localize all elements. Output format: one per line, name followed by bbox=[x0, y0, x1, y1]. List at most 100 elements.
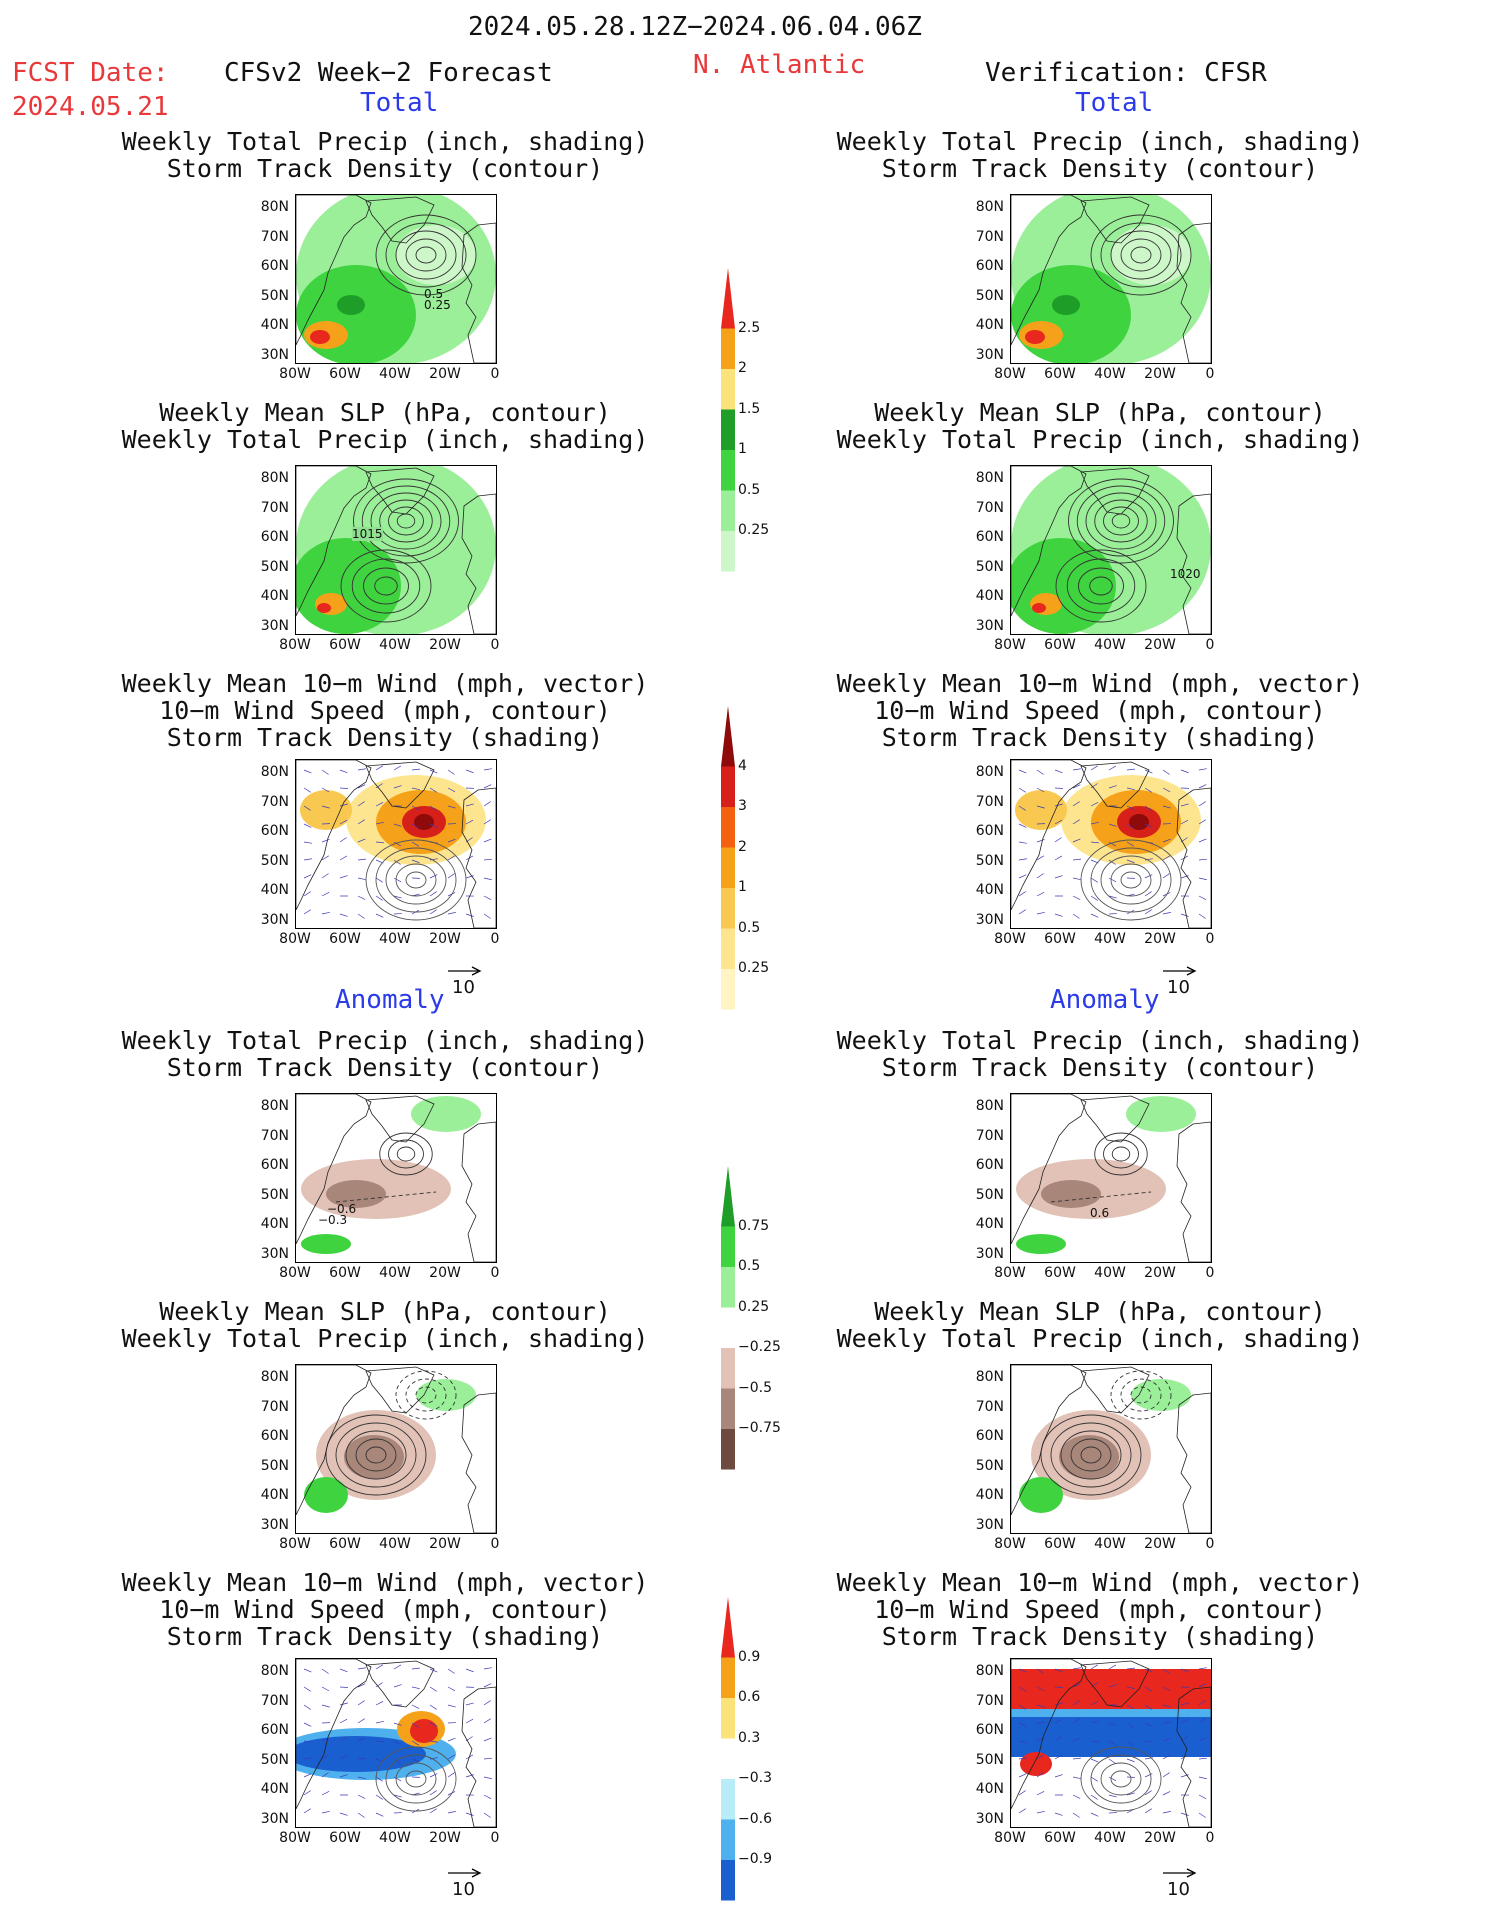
title-line: Weekly Mean 10−m Wind (mph, vector) bbox=[121, 1568, 649, 1597]
colorbar-segment bbox=[721, 1267, 735, 1308]
title-line: 10−m Wind Speed (mph, contour) bbox=[874, 696, 1326, 725]
title-line: Weekly Mean 10−m Wind (mph, vector) bbox=[836, 669, 1364, 698]
colorbar-graphic bbox=[721, 268, 735, 572]
panel-title-fc-anom-precip: Weekly Total Precip (inch, shading) Stor… bbox=[75, 1027, 695, 1081]
section-total-left: Total bbox=[360, 88, 439, 118]
lat-tick-label: 30N bbox=[260, 346, 289, 363]
colorbar-anom-precip: 0.75 0.5 0.25 −0.25 −0.5 −0.75 bbox=[720, 1166, 781, 1494]
map-graphic bbox=[1011, 1094, 1211, 1262]
colorbar-label: 2.5 bbox=[738, 319, 761, 336]
lat-tick-label: 70N bbox=[975, 793, 1004, 810]
map-graphic bbox=[296, 195, 496, 363]
lon-tick-label: 0 bbox=[1205, 1830, 1215, 1846]
lat-tick-label: 30N bbox=[260, 1810, 289, 1827]
colorbar-segment bbox=[721, 1429, 735, 1470]
section-anomaly-left: Anomaly bbox=[335, 985, 445, 1015]
title-line: Weekly Total Precip (inch, shading) bbox=[836, 1324, 1364, 1353]
lat-tick-label: 50N bbox=[975, 558, 1004, 575]
lat-tick-label: 70N bbox=[260, 228, 289, 245]
lat-tick-label: 30N bbox=[260, 617, 289, 634]
lat-tick-label: 40N bbox=[975, 882, 1004, 898]
lat-tick-label: 40N bbox=[975, 1487, 1004, 1503]
lon-tick-label: 40W bbox=[1094, 1265, 1126, 1281]
lat-tick-label: 80N bbox=[260, 1369, 289, 1385]
lat-tick-label: 80N bbox=[260, 199, 289, 215]
colorbar-label: 0.25 bbox=[738, 1298, 770, 1315]
lon-tick-label: 0 bbox=[490, 1830, 500, 1846]
map-graphic bbox=[1011, 1659, 1211, 1827]
title-line: Storm Track Density (shading) bbox=[166, 1622, 604, 1651]
lat-tick-label: 30N bbox=[975, 911, 1004, 928]
title-line: Weekly Mean SLP (hPa, contour) bbox=[874, 398, 1326, 427]
verification-title: Verification: CFSR bbox=[985, 58, 1267, 88]
lat-tick-label: 80N bbox=[975, 1663, 1004, 1679]
lat-tick-label: 50N bbox=[975, 852, 1004, 869]
lat-tick-label: 70N bbox=[975, 1692, 1004, 1709]
panel-title-obs-total-wind: Weekly Mean 10−m Wind (mph, vector) 10−m… bbox=[790, 670, 1410, 751]
map-obs-anom-precip bbox=[1010, 1093, 1212, 1263]
map-graphic bbox=[1011, 195, 1211, 363]
lat-tick-label: 60N bbox=[260, 1428, 289, 1444]
map-graphic bbox=[1011, 1365, 1211, 1533]
title-line: Storm Track Density (shading) bbox=[881, 1622, 1319, 1651]
colorbar-segment bbox=[721, 1698, 735, 1739]
map-graphic bbox=[296, 1659, 496, 1827]
lat-tick-label: 60N bbox=[260, 258, 289, 274]
lon-tick-label: 80W bbox=[279, 637, 311, 653]
lat-tick-label: 30N bbox=[260, 1516, 289, 1533]
arrow-right-icon bbox=[1163, 966, 1197, 976]
lat-tick-label: 60N bbox=[975, 823, 1004, 839]
colorbar-total-precip: 2.5 2 1.5 1 0.5 0.25 bbox=[720, 268, 769, 596]
title-line: 10−m Wind Speed (mph, contour) bbox=[159, 696, 611, 725]
panel-title-obs-anom-precip: Weekly Total Precip (inch, shading) Stor… bbox=[790, 1027, 1410, 1081]
arrow-right-icon bbox=[448, 966, 482, 976]
lon-tick-label: 20W bbox=[429, 366, 461, 382]
map-obs-anom-wind bbox=[1010, 1658, 1212, 1828]
map-graphic bbox=[296, 1094, 496, 1262]
colorbar-anom-storm: 0.9 0.6 0.3 −0.3 −0.6 −0.9 bbox=[720, 1597, 772, 1925]
colorbar-label: 3 bbox=[738, 798, 747, 814]
title-line: Weekly Total Precip (inch, shading) bbox=[121, 127, 649, 156]
lon-tick-label: 60W bbox=[329, 1830, 361, 1846]
lon-tick-label: 0 bbox=[490, 1265, 500, 1281]
lat-tick-label: 80N bbox=[260, 764, 289, 780]
lon-tick-label: 60W bbox=[1044, 931, 1076, 947]
colorbar-label: 0.5 bbox=[738, 919, 761, 936]
colorbar-segment bbox=[721, 1597, 735, 1658]
colorbar-segment bbox=[721, 706, 735, 767]
lon-tick-label: 40W bbox=[379, 931, 411, 947]
colorbar-graphic bbox=[721, 1166, 735, 1470]
contour-label: 1020 bbox=[1170, 567, 1201, 581]
lat-tick-label: 40N bbox=[260, 1781, 289, 1797]
lon-tick-label: 80W bbox=[994, 1830, 1026, 1846]
lat-tick-label: 60N bbox=[975, 1722, 1004, 1738]
lat-tick-label: 70N bbox=[975, 499, 1004, 516]
contour-label: 0.6 bbox=[1090, 1206, 1110, 1220]
lon-tick-label: 80W bbox=[279, 366, 311, 382]
title-line: Storm Track Density (contour) bbox=[166, 1053, 604, 1082]
colorbar-label: 0.9 bbox=[738, 1648, 761, 1665]
panel-title-fc-total-slp: Weekly Mean SLP (hPa, contour) Weekly To… bbox=[75, 399, 695, 453]
colorbar-label: 0.6 bbox=[738, 1689, 761, 1705]
map-obs-total-wind bbox=[1010, 759, 1212, 929]
colorbar-segment bbox=[721, 369, 735, 410]
lat-tick-label: 40N bbox=[260, 1216, 289, 1232]
lon-tick-label: 20W bbox=[429, 1265, 461, 1281]
lat-tick-label: 30N bbox=[975, 1516, 1004, 1533]
colorbar-segment bbox=[721, 807, 735, 848]
lat-tick-label: 40N bbox=[975, 1216, 1004, 1232]
lat-tick-label: 70N bbox=[260, 1127, 289, 1144]
lat-tick-label: 40N bbox=[260, 882, 289, 898]
vector-reference: 10 bbox=[1163, 960, 1197, 998]
section-anomaly-right: Anomaly bbox=[1050, 985, 1160, 1015]
lat-tick-label: 40N bbox=[975, 317, 1004, 333]
lat-tick-label: 60N bbox=[975, 258, 1004, 274]
lat-tick-label: 60N bbox=[975, 1157, 1004, 1173]
lon-tick-label: 40W bbox=[379, 1830, 411, 1846]
lat-tick-label: 60N bbox=[260, 529, 289, 545]
lat-tick-label: 50N bbox=[975, 1186, 1004, 1203]
lon-tick-label: 60W bbox=[329, 931, 361, 947]
colorbar-segment bbox=[721, 1738, 735, 1779]
map-graphic bbox=[296, 760, 496, 928]
title-line: Weekly Mean SLP (hPa, contour) bbox=[159, 1297, 611, 1326]
